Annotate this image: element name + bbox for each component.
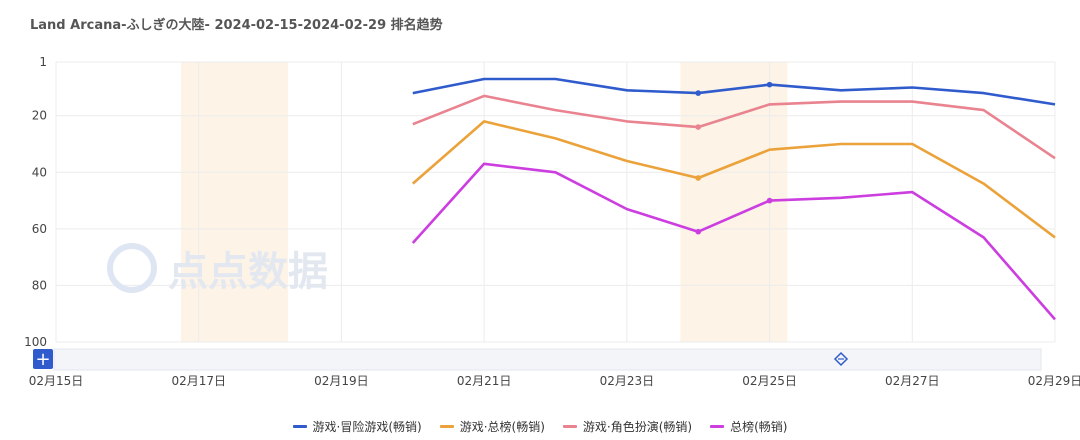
x-tick-label: 02月15日 (29, 374, 84, 388)
legend-item-2[interactable]: 游戏·角色扮演(畅销) (562, 418, 693, 435)
series-marker-3 (695, 228, 702, 235)
series-marker-3 (766, 197, 773, 204)
watermark-logo-icon (107, 243, 157, 293)
x-tick-label: 02月17日 (171, 374, 226, 388)
series-line-1 (411, 120, 1056, 239)
legend-item-1[interactable]: 游戏·总榜(畅销) (439, 418, 545, 435)
series-marker-0 (766, 81, 773, 88)
series-markers (695, 81, 773, 235)
series-marker-1 (695, 175, 702, 181)
series-marker-2 (695, 124, 702, 130)
legend-label: 游戏·冒险游戏(畅销) (312, 420, 422, 434)
series-line-3 (411, 162, 1056, 321)
legend-label: 总榜(畅销) (730, 420, 788, 434)
x-tick-label: 02月23日 (600, 374, 655, 388)
y-tick-label: 40 (32, 165, 47, 179)
legend-label: 游戏·角色扮演(畅销) (582, 420, 693, 434)
legend-swatch (710, 425, 725, 428)
y-tick-label: 100 (24, 335, 47, 349)
watermark-text: 点点数据 (168, 249, 328, 295)
x-tick-label: 02月19日 (314, 374, 369, 388)
y-axis-ticks: 1 20 40 60 80 100 (24, 55, 47, 349)
series-lines (411, 77, 1056, 321)
legend-label: 游戏·总榜(畅销) (459, 420, 545, 434)
x-tick-label: 02月29日 (1028, 374, 1080, 388)
x-axis-ticks: 02月15日 02月17日 02月19日 02月21日 02月23日 02月25日 02月2… (29, 374, 1080, 388)
slider-handle-icon[interactable] (833, 351, 849, 367)
series-marker-0 (695, 90, 702, 96)
legend-item-3[interactable]: 总榜(畅销) (710, 418, 787, 435)
legend: 游戏·冒险游戏(畅销) 游戏·总榜(畅销) 游戏·角色扮演(畅销) 总榜(畅销) (0, 418, 1080, 435)
highlight-band-0 (180, 62, 288, 342)
series-line-2 (412, 94, 1056, 160)
zoom-slider: + (33, 348, 1042, 371)
zoom-add-button-label: + (35, 349, 50, 370)
watermark: 点点数据 (107, 243, 328, 295)
y-tick-label: 20 (32, 109, 47, 123)
legend-swatch (292, 425, 307, 428)
legend-swatch (439, 425, 454, 428)
chart-title: Land Arcana-ふしぎの大陸- 2024-02-15-2024-02-2… (30, 18, 443, 33)
x-tick-label: 02月21日 (457, 374, 512, 388)
y-tick-label: 60 (32, 222, 47, 236)
zoom-slider-track[interactable] (53, 348, 1042, 371)
y-tick-label: 1 (39, 55, 47, 69)
zoom-add-button[interactable] (33, 349, 53, 369)
legend-item-0[interactable]: 游戏·冒险游戏(畅销) (292, 418, 422, 435)
x-tick-label: 02月27日 (885, 374, 940, 388)
legend-swatch (562, 425, 577, 428)
series-line-0 (412, 77, 1056, 106)
x-tick-label: 02月25日 (742, 374, 797, 388)
y-tick-label: 80 (32, 278, 47, 292)
